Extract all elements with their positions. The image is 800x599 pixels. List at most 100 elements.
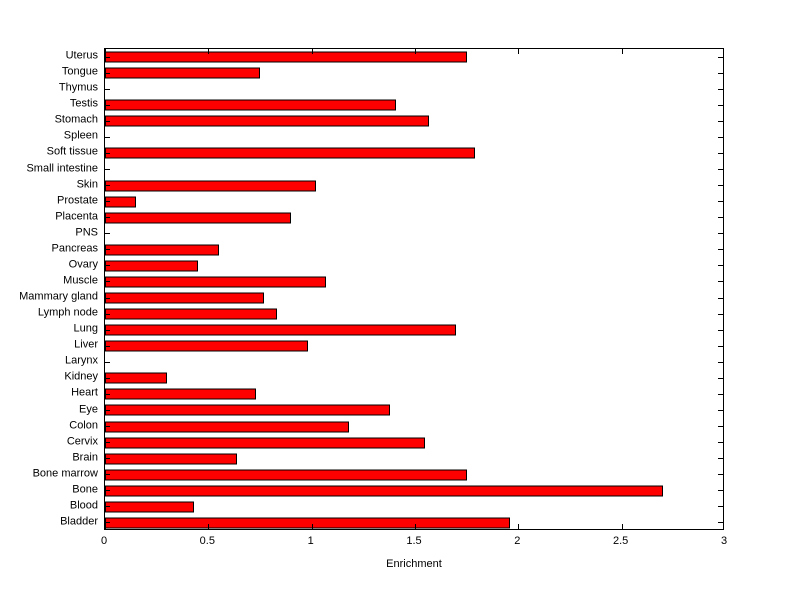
bar-row [105, 145, 723, 161]
y-tick-mark [718, 377, 723, 379]
bar [105, 421, 349, 433]
plot-area [104, 48, 724, 530]
bar [105, 147, 475, 159]
bar-row [105, 161, 723, 177]
bar-row [105, 129, 723, 145]
y-tick-mark [718, 361, 723, 363]
bar [105, 340, 308, 352]
y-tick-mark [718, 458, 723, 460]
bar [105, 308, 277, 320]
y-axis-label: Bone [72, 483, 98, 496]
bar [105, 115, 430, 127]
y-axis-label: Mammary gland [19, 290, 98, 303]
bar-row [105, 483, 723, 499]
y-tick-mark [718, 442, 723, 444]
bar-row [105, 178, 723, 194]
bar-row [105, 354, 723, 370]
y-tick-mark [718, 72, 723, 74]
bar [105, 437, 426, 449]
y-axis-label: Muscle [63, 274, 98, 287]
bar-row [105, 386, 723, 402]
y-tick-mark [105, 72, 110, 74]
bar [105, 517, 511, 529]
bar-row [105, 451, 723, 467]
y-tick-mark [105, 361, 110, 363]
y-tick-mark [105, 152, 110, 154]
bar-row [105, 113, 723, 129]
x-tick-mark [415, 524, 416, 529]
bar [105, 292, 265, 304]
bar-row [105, 194, 723, 210]
y-tick-mark [718, 313, 723, 315]
y-tick-mark [105, 120, 110, 122]
bar [105, 388, 256, 400]
x-axis-title: Enrichment [386, 558, 442, 570]
x-tick-mark [208, 524, 210, 529]
x-tick-mark [518, 524, 520, 529]
y-axis-label: Cervix [66, 435, 98, 448]
y-axis-label: Thymus [58, 81, 98, 94]
y-tick-mark [718, 281, 723, 283]
y-tick-mark [718, 345, 723, 347]
x-tick-mark [311, 49, 313, 54]
y-tick-mark [718, 185, 723, 187]
y-tick-mark [105, 88, 110, 90]
y-tick-mark [718, 152, 723, 154]
bar-row [105, 306, 723, 322]
y-tick-mark [105, 297, 110, 299]
y-tick-mark [105, 56, 110, 58]
y-axis-label: Colon [69, 419, 98, 432]
y-axis-label: Bone marrow [32, 467, 98, 480]
bar-row [105, 515, 723, 531]
bar [105, 260, 198, 272]
y-axis-label: Lymph node [37, 306, 98, 319]
y-tick-mark [105, 377, 110, 379]
bar [105, 324, 457, 336]
bar-row [105, 49, 723, 65]
y-axis-label: PNS [75, 226, 98, 239]
x-tick-mark [518, 49, 520, 54]
y-tick-mark [718, 249, 723, 251]
y-axis-label: Kidney [64, 370, 98, 383]
y-tick-mark [105, 345, 110, 347]
bar-row [105, 210, 723, 226]
y-tick-mark [105, 185, 110, 187]
x-tick-mark [105, 524, 106, 529]
bar [105, 244, 219, 256]
x-tick-mark [105, 49, 106, 54]
y-tick-mark [105, 104, 110, 106]
bar [105, 67, 260, 79]
y-tick-mark [718, 297, 723, 299]
y-axis-label: Lung [73, 322, 98, 335]
y-tick-mark [105, 169, 110, 170]
x-tick-label: 0 [100, 535, 108, 547]
y-axis-label: Small intestine [26, 162, 98, 174]
bar-row [105, 370, 723, 386]
x-tick-label: 2 [514, 535, 521, 547]
y-tick-mark [718, 393, 723, 395]
bar-row [105, 258, 723, 274]
y-tick-mark [718, 233, 723, 235]
x-tick-mark [415, 49, 416, 54]
y-tick-mark [718, 88, 723, 90]
y-tick-mark [718, 201, 723, 203]
y-axis-label: Larynx [64, 354, 98, 367]
y-tick-mark [105, 329, 110, 331]
y-axis-label: Brain [72, 451, 98, 464]
x-tick-mark [621, 524, 623, 529]
bar-row [105, 419, 723, 435]
y-tick-mark [718, 169, 723, 170]
bar-row [105, 338, 723, 354]
y-tick-mark [105, 458, 110, 460]
y-axis-label: Bladder [60, 515, 98, 528]
y-tick-mark [718, 104, 723, 106]
y-axis-label: Skin [76, 178, 98, 191]
bar [105, 276, 327, 288]
bar [105, 180, 316, 192]
bar-row [105, 274, 723, 290]
bar-row [105, 499, 723, 515]
y-tick-mark [105, 506, 110, 508]
y-axis-label: Testis [69, 97, 98, 110]
y-tick-mark [105, 313, 110, 315]
y-axis-label: Stomach [54, 113, 98, 126]
